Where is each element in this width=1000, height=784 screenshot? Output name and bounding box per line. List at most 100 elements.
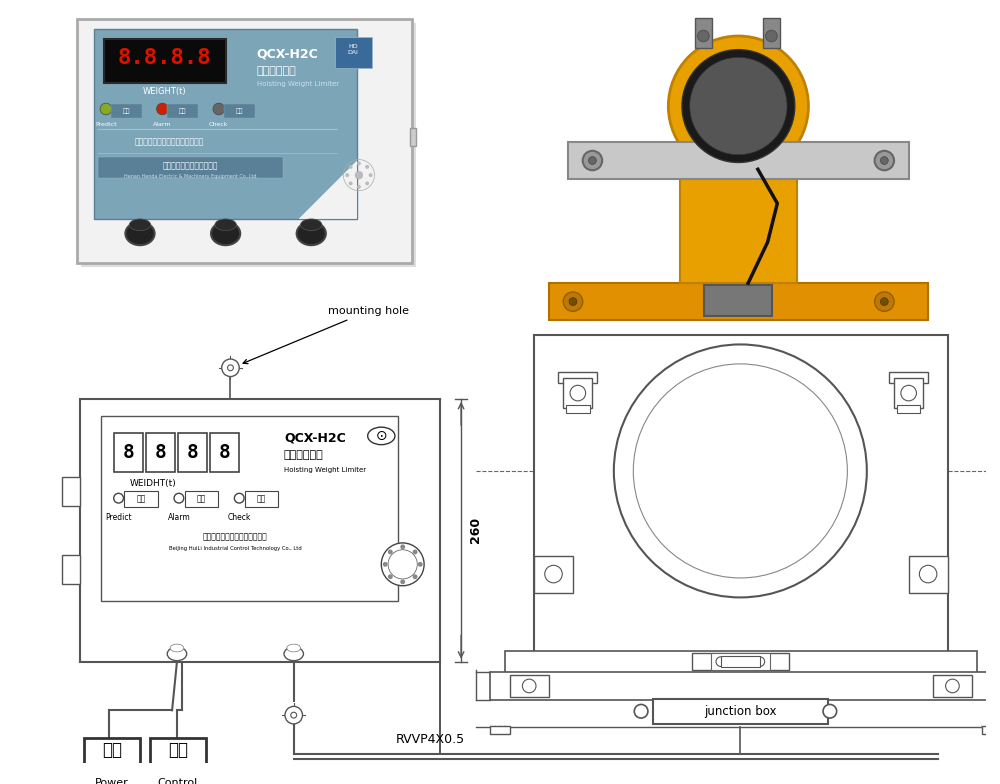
Circle shape: [349, 165, 353, 169]
Text: Hoisting Weight Limiter: Hoisting Weight Limiter: [257, 81, 339, 87]
Bar: [245, 492, 278, 507]
Bar: [558, 372, 597, 383]
Circle shape: [545, 565, 562, 583]
Bar: [763, 19, 780, 48]
Text: Predict: Predict: [105, 514, 132, 522]
Circle shape: [682, 49, 795, 162]
Ellipse shape: [167, 647, 187, 661]
Text: 8: 8: [122, 443, 134, 462]
Circle shape: [634, 705, 648, 718]
Circle shape: [919, 565, 937, 583]
Text: 260: 260: [469, 517, 482, 543]
Text: Check: Check: [228, 514, 251, 522]
Circle shape: [875, 151, 894, 170]
Bar: [335, 37, 372, 68]
Bar: [62, 477, 80, 506]
Circle shape: [114, 493, 123, 503]
Circle shape: [369, 173, 373, 177]
Text: 北京恒赛赛达工控科技有限公司: 北京恒赛赛达工控科技有限公司: [203, 532, 268, 542]
Bar: [889, 372, 928, 383]
Circle shape: [766, 30, 777, 42]
Text: BeiJing HuiLi Industrial Control Technology Co., Ltd: BeiJing HuiLi Industrial Control Technol…: [169, 546, 302, 551]
Text: 河南恒达机电设备有限公司: 河南恒达机电设备有限公司: [163, 161, 218, 170]
Circle shape: [388, 575, 393, 579]
Polygon shape: [299, 161, 357, 219]
Text: WEIGHT(t): WEIGHT(t): [143, 87, 186, 96]
Bar: [549, 283, 928, 320]
Circle shape: [901, 385, 916, 401]
Text: 北京起重运输机械设计示究院监制: 北京起重运输机械设计示究院监制: [134, 137, 204, 147]
Circle shape: [388, 550, 417, 579]
Text: Control: Control: [158, 779, 198, 784]
Bar: [897, 405, 920, 412]
Bar: [568, 142, 909, 179]
Circle shape: [388, 550, 393, 554]
Bar: [101, 416, 398, 601]
Bar: [490, 726, 510, 734]
Bar: [146, 433, 175, 472]
Bar: [111, 104, 142, 118]
Circle shape: [668, 36, 808, 176]
Ellipse shape: [125, 222, 155, 245]
Circle shape: [383, 562, 388, 567]
Bar: [167, 104, 198, 118]
Circle shape: [400, 544, 405, 550]
Text: Power: Power: [95, 779, 129, 784]
Bar: [94, 29, 357, 219]
Text: 报警: 报警: [197, 495, 206, 503]
Text: 8: 8: [219, 443, 231, 462]
Bar: [534, 335, 948, 655]
Bar: [566, 405, 590, 412]
Text: Alarm: Alarm: [168, 514, 190, 522]
Bar: [534, 556, 573, 593]
Bar: [150, 738, 206, 771]
Circle shape: [285, 706, 302, 724]
Text: 预警: 预警: [136, 495, 146, 503]
Text: Check: Check: [209, 122, 229, 127]
Bar: [563, 379, 592, 408]
Circle shape: [880, 298, 888, 306]
Text: 起重量限制器: 起重量限制器: [257, 66, 297, 76]
Circle shape: [880, 157, 888, 165]
Text: HD
DAI: HD DAI: [348, 45, 359, 55]
Bar: [62, 554, 80, 584]
Circle shape: [569, 298, 577, 306]
Circle shape: [583, 151, 602, 170]
Bar: [695, 19, 712, 48]
Ellipse shape: [287, 644, 301, 652]
Circle shape: [755, 657, 765, 666]
Circle shape: [716, 657, 726, 666]
Bar: [982, 726, 1000, 734]
Circle shape: [357, 162, 361, 165]
Circle shape: [690, 57, 787, 154]
Circle shape: [633, 364, 847, 578]
Circle shape: [349, 181, 353, 185]
Text: 电源: 电源: [102, 741, 122, 759]
Circle shape: [234, 493, 244, 503]
Bar: [98, 157, 283, 178]
Text: junction box: junction box: [704, 705, 777, 718]
Bar: [80, 399, 440, 662]
Circle shape: [570, 385, 586, 401]
Circle shape: [614, 344, 867, 597]
Text: WEIDHT(t): WEIDHT(t): [129, 479, 176, 488]
Bar: [680, 122, 797, 283]
Bar: [704, 285, 772, 316]
Bar: [510, 675, 549, 697]
Text: Henan Henda Electric & Machinery Equipment Co.,Ltd.: Henan Henda Electric & Machinery Equipme…: [124, 173, 258, 179]
Ellipse shape: [301, 219, 322, 230]
Circle shape: [365, 165, 369, 169]
Text: Alarm: Alarm: [153, 122, 172, 127]
Text: ⊙: ⊙: [375, 429, 387, 443]
Circle shape: [400, 579, 405, 584]
Bar: [178, 433, 207, 472]
Text: Hoisting Weight Limiter: Hoisting Weight Limiter: [284, 467, 366, 473]
Bar: [721, 655, 760, 667]
Text: 8.8.8.8: 8.8.8.8: [118, 49, 211, 68]
Circle shape: [698, 30, 709, 42]
Ellipse shape: [211, 222, 240, 245]
Circle shape: [875, 292, 894, 311]
Bar: [410, 129, 416, 146]
Circle shape: [100, 103, 112, 114]
Circle shape: [381, 543, 424, 586]
